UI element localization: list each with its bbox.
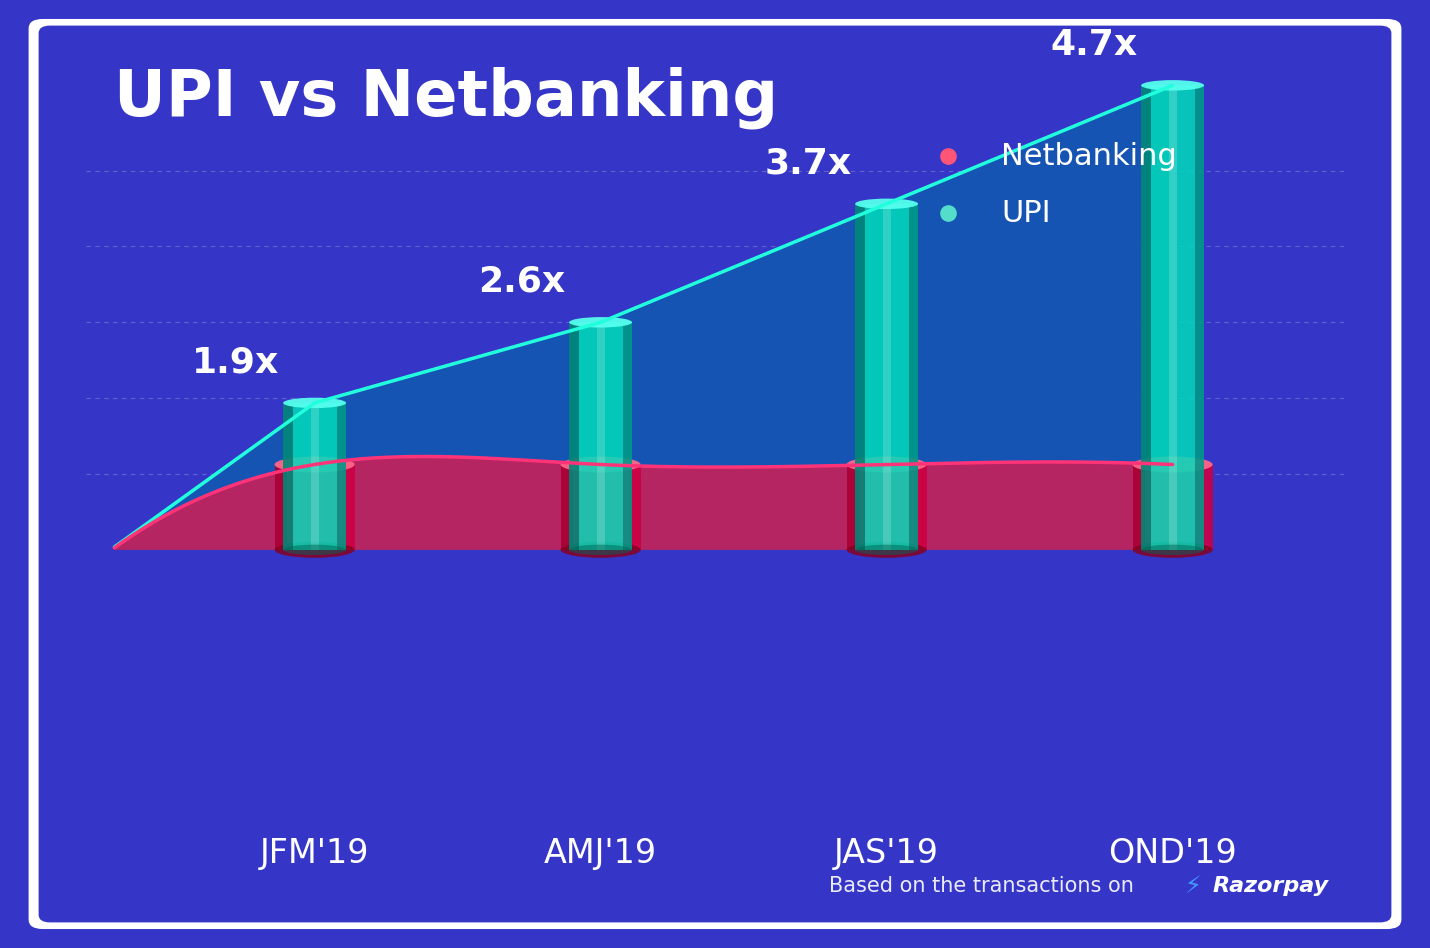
Ellipse shape <box>1133 457 1213 472</box>
Bar <box>1170 85 1177 550</box>
Bar <box>1194 85 1204 550</box>
Ellipse shape <box>283 544 346 556</box>
Text: OND'19: OND'19 <box>1108 837 1237 869</box>
Bar <box>312 403 319 550</box>
Bar <box>343 465 355 550</box>
Bar <box>865 204 908 550</box>
Ellipse shape <box>561 542 641 557</box>
Ellipse shape <box>1133 542 1213 557</box>
Ellipse shape <box>275 542 355 557</box>
Bar <box>1151 85 1194 550</box>
Polygon shape <box>114 457 1173 550</box>
Text: AMJ'19: AMJ'19 <box>543 837 658 869</box>
Bar <box>1141 85 1151 550</box>
Polygon shape <box>114 457 1173 550</box>
Bar <box>858 465 915 550</box>
Bar <box>629 465 641 550</box>
Bar <box>622 322 632 550</box>
Bar <box>855 204 865 550</box>
Bar <box>598 322 605 550</box>
Ellipse shape <box>275 457 355 472</box>
Text: 3.7x: 3.7x <box>765 146 851 180</box>
Polygon shape <box>114 85 1173 550</box>
Text: Based on the transactions on: Based on the transactions on <box>829 876 1134 897</box>
Ellipse shape <box>569 317 632 328</box>
Bar <box>1133 465 1144 550</box>
Ellipse shape <box>855 544 918 556</box>
Bar <box>561 465 572 550</box>
Bar <box>293 403 336 550</box>
Text: JAS'19: JAS'19 <box>834 837 940 869</box>
Ellipse shape <box>847 542 927 557</box>
Bar <box>572 465 629 550</box>
Text: Netbanking: Netbanking <box>1001 142 1177 171</box>
Polygon shape <box>114 85 1173 550</box>
Bar <box>275 465 286 550</box>
Text: ⚡: ⚡ <box>1184 874 1201 899</box>
Ellipse shape <box>569 544 632 556</box>
Ellipse shape <box>1141 544 1204 556</box>
Bar <box>286 465 343 550</box>
Ellipse shape <box>283 398 346 409</box>
Text: Razorpay: Razorpay <box>1213 876 1328 897</box>
Polygon shape <box>114 85 1173 550</box>
Bar <box>915 465 927 550</box>
Bar <box>1144 465 1201 550</box>
Text: 4.7x: 4.7x <box>1051 27 1137 62</box>
Text: JFM'19: JFM'19 <box>260 837 369 869</box>
Ellipse shape <box>1141 80 1204 91</box>
Bar <box>283 403 293 550</box>
FancyBboxPatch shape <box>29 19 1401 929</box>
Bar <box>1201 465 1213 550</box>
Bar <box>847 465 858 550</box>
Ellipse shape <box>855 198 918 210</box>
Bar <box>336 403 346 550</box>
Bar <box>908 204 918 550</box>
Text: 2.6x: 2.6x <box>479 264 565 299</box>
Ellipse shape <box>847 457 927 472</box>
Bar <box>569 322 579 550</box>
Text: UPI vs Netbanking: UPI vs Netbanking <box>114 66 778 129</box>
Text: 1.9x: 1.9x <box>192 345 280 379</box>
Text: UPI: UPI <box>1001 199 1051 228</box>
Bar <box>579 322 622 550</box>
Bar <box>884 204 891 550</box>
Ellipse shape <box>561 457 641 472</box>
FancyBboxPatch shape <box>39 26 1391 922</box>
